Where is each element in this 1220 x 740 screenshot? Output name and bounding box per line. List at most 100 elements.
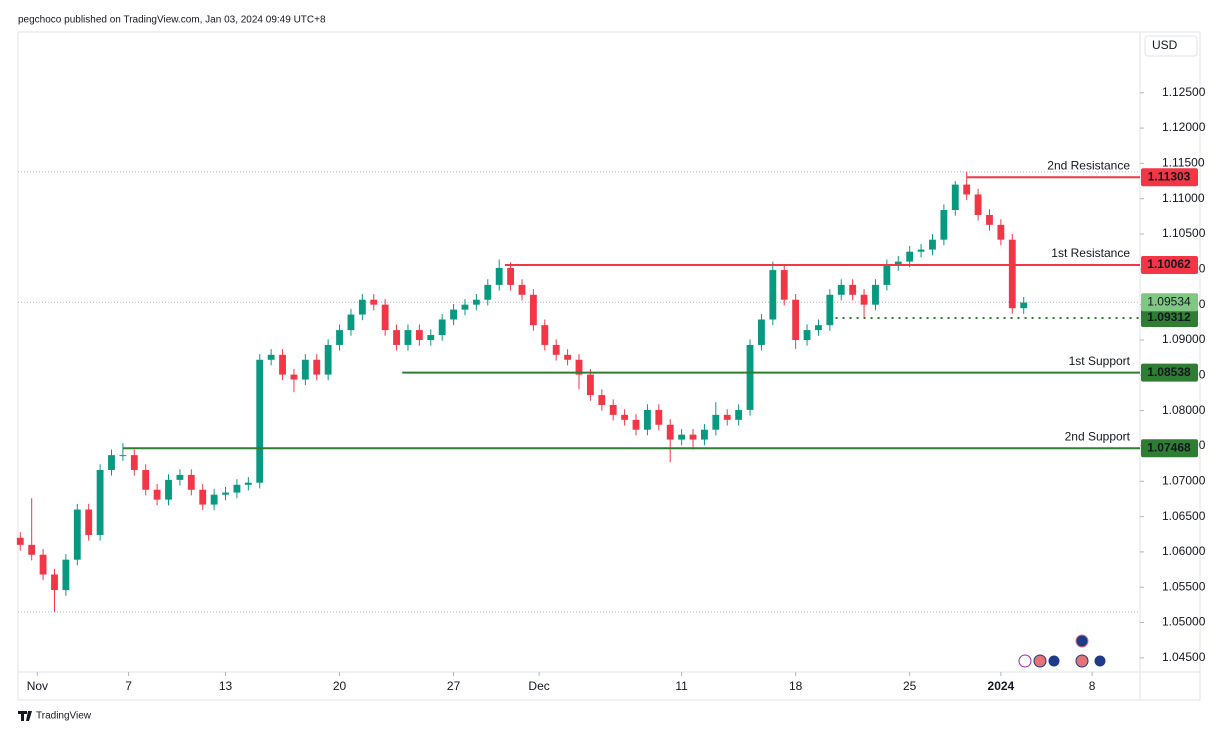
level-value-label: 1.08538: [1147, 365, 1191, 379]
candle-body: [450, 309, 457, 320]
candle-body: [1020, 302, 1028, 309]
candle-body: [872, 284, 879, 305]
candle-body: [529, 294, 537, 326]
y-tick-label: 1.06000: [1162, 544, 1206, 558]
candle-body: [518, 284, 526, 295]
candle-body: [393, 330, 400, 345]
candle-body: [244, 482, 252, 485]
level-value-box: [1141, 168, 1198, 187]
level-name: 2nd Resistance: [1047, 158, 1130, 172]
candle-body: [860, 294, 868, 305]
candle-body: [324, 344, 332, 375]
candle-body: [187, 474, 195, 490]
candle-body: [415, 330, 423, 340]
x-tick-label: Nov: [27, 679, 48, 693]
candle-body: [701, 429, 708, 440]
candle-body: [575, 359, 583, 375]
candle-body: [906, 251, 914, 262]
currency-box[interactable]: [1144, 35, 1198, 57]
chart-frame: [17, 31, 1201, 701]
level-value-label: 1.07468: [1147, 440, 1191, 454]
candle-body: [495, 267, 503, 285]
x-tick-label: 7: [125, 679, 132, 693]
candle-body: [598, 395, 606, 405]
event-icon[interactable]: [1075, 634, 1089, 648]
brand-logo: [18, 711, 32, 721]
candle-body: [507, 267, 515, 285]
candle-body: [541, 325, 549, 345]
candle-body: [758, 319, 765, 345]
candle-body: [39, 554, 47, 575]
candle-body: [347, 314, 355, 331]
y-tick-label: 1.12000: [1162, 120, 1206, 134]
level-value-label: 1.10062: [1147, 257, 1191, 271]
y-tick-label: 1.11500: [1162, 156, 1205, 170]
candle-body: [370, 299, 378, 305]
x-tick-label: Dec: [528, 679, 549, 693]
candle-body: [643, 409, 651, 430]
candle-body: [564, 354, 572, 360]
candle-body: [381, 304, 389, 331]
y-tick-label: 1.08000: [1162, 403, 1206, 417]
x-tick-label: 18: [789, 679, 803, 693]
candle-body: [165, 479, 172, 500]
y-tick-label: 1.10500: [1162, 226, 1206, 240]
candle-body: [986, 214, 993, 225]
level-value-label: 1.11303: [1148, 169, 1191, 183]
candle-body: [210, 494, 218, 505]
y-tick-label: 1.11000: [1162, 191, 1205, 205]
candle-body: [917, 249, 925, 252]
candle-body: [552, 344, 560, 355]
candle-body: [73, 509, 81, 560]
level-value-label: 1.09312: [1147, 310, 1191, 324]
y-tick-label: 1.12500: [1162, 85, 1206, 99]
candle-body: [484, 284, 492, 300]
candle-body: [974, 194, 982, 215]
x-tick-label: 25: [903, 679, 917, 693]
candle-body: [108, 455, 115, 470]
event-icon[interactable]: [1093, 654, 1107, 668]
y-tick-label: 1.05000: [1162, 615, 1206, 629]
candle-body: [815, 325, 822, 331]
publish-note: pegchoco published on TradingView.com, J…: [18, 15, 326, 26]
candle-body: [803, 330, 811, 340]
event-icon[interactable]: [1033, 654, 1047, 668]
candle-body: [119, 455, 127, 457]
candle-body: [130, 455, 138, 470]
candle-body: [769, 270, 777, 320]
event-icon[interactable]: [1075, 654, 1089, 668]
candle-body: [678, 434, 686, 440]
event-icon[interactable]: [1047, 654, 1061, 668]
candle-body: [279, 354, 286, 375]
candle-body: [1008, 239, 1016, 309]
candle-body: [735, 409, 743, 420]
last-price-box: [1141, 293, 1198, 312]
candle-body: [655, 409, 663, 425]
x-tick-label: 8: [1089, 679, 1096, 693]
candle-body: [621, 414, 629, 420]
candle-body: [951, 184, 959, 211]
candle-body: [153, 489, 161, 500]
level-value-box: [1141, 308, 1198, 327]
candle-body: [609, 404, 617, 415]
candle-body: [883, 265, 891, 285]
level-value-box: [1141, 255, 1198, 274]
event-icons[interactable]: [1018, 634, 1107, 668]
candle-body: [256, 359, 264, 483]
candle-body: [963, 184, 971, 195]
currency-label[interactable]: USD: [1152, 38, 1178, 52]
candle-body: [940, 210, 948, 240]
candle-body: [85, 509, 93, 535]
candle-body: [427, 335, 435, 340]
x-tick-label: 11: [675, 679, 688, 693]
candle-body: [62, 559, 70, 591]
candle-body: [336, 330, 343, 345]
candle-body: [358, 299, 366, 315]
candle-body: [689, 434, 697, 440]
event-icon[interactable]: [1018, 654, 1032, 668]
x-tick-label: 13: [219, 679, 233, 693]
x-tick-label: 27: [447, 679, 461, 693]
candle-body: [472, 299, 480, 305]
